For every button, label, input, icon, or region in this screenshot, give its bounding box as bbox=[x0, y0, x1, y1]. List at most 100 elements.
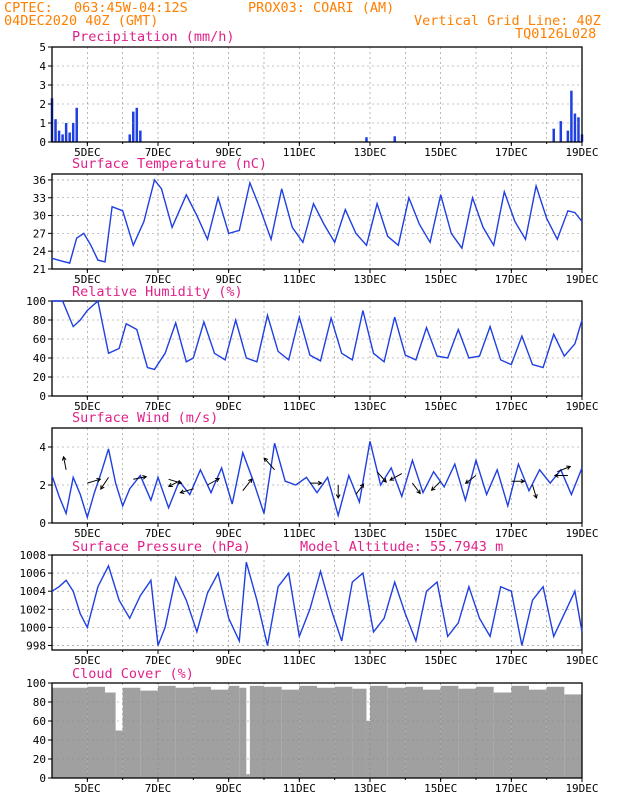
precip-xtick-label: 17DEC bbox=[495, 146, 528, 159]
cloud_cover-bar bbox=[564, 694, 582, 778]
cloud_cover-bar bbox=[335, 687, 353, 778]
wind-ytick-label: 2 bbox=[39, 479, 46, 492]
cloud_cover-bar bbox=[229, 686, 240, 778]
surface_pressure-line bbox=[52, 562, 582, 645]
precipitation-bar bbox=[365, 137, 368, 142]
cloud-ytick-label: 100 bbox=[26, 677, 46, 690]
temp-ytick-label: 24 bbox=[33, 245, 47, 258]
precip-ytick-label: 3 bbox=[39, 79, 46, 92]
wind-arrow bbox=[243, 479, 252, 491]
rh-ytick-label: 0 bbox=[39, 390, 46, 403]
precip-xtick-label: 7DEC bbox=[145, 146, 172, 159]
pressure-xtick-label: 11DEC bbox=[283, 654, 316, 667]
cloud-xtick-label: 15DEC bbox=[424, 782, 457, 795]
precip-ytick-label: 1 bbox=[39, 117, 46, 130]
precipitation-bar bbox=[75, 108, 78, 142]
precipitation-bar bbox=[128, 134, 131, 142]
temp-xtick-label: 5DEC bbox=[74, 273, 101, 286]
pressure-ytick-label: 1006 bbox=[20, 567, 47, 580]
precipitation-bar bbox=[139, 131, 142, 142]
precip-xtick-label: 15DEC bbox=[424, 146, 457, 159]
pressure-xtick-label: 7DEC bbox=[145, 654, 172, 667]
wind-arrow bbox=[412, 483, 420, 493]
temp-xtick-label: 7DEC bbox=[145, 273, 172, 286]
cloud_cover-bar bbox=[352, 689, 366, 778]
cloud_cover-bar bbox=[116, 731, 123, 779]
wind-arrow bbox=[356, 484, 364, 494]
pressure-xtick-label: 9DEC bbox=[215, 654, 242, 667]
cloud_cover-bar bbox=[250, 686, 264, 778]
precipitation-bar bbox=[54, 119, 57, 142]
wind-arrow bbox=[336, 485, 340, 498]
cloud_cover-bar bbox=[476, 687, 494, 778]
rh-xtick-label: 11DEC bbox=[283, 400, 316, 413]
precipitation-bar bbox=[136, 108, 139, 142]
wind-arrow bbox=[62, 457, 66, 470]
temp-xtick-label: 19DEC bbox=[565, 273, 598, 286]
header-station: PROX03: COARI (AM) bbox=[248, 0, 394, 16]
pressure-ytick-label: 998 bbox=[26, 639, 46, 652]
temp-xtick-label: 9DEC bbox=[215, 273, 242, 286]
cloud_cover-bar bbox=[494, 693, 512, 779]
temp-ytick-label: 27 bbox=[33, 227, 46, 240]
pressure-xtick-label: 17DEC bbox=[495, 654, 528, 667]
temp-frame bbox=[52, 174, 582, 269]
precipitation-bar bbox=[560, 121, 563, 142]
wind-arrow bbox=[207, 479, 219, 486]
cloud_cover-bar bbox=[299, 686, 317, 778]
pressure-ytick-label: 1000 bbox=[20, 621, 47, 634]
wind-ytick-label: 0 bbox=[39, 517, 46, 530]
temp-xtick-label: 11DEC bbox=[283, 273, 316, 286]
precipitation-bar bbox=[393, 136, 396, 142]
cloud_cover-bar bbox=[239, 688, 246, 778]
relative_humidity-line bbox=[52, 301, 582, 369]
precip-xtick-label: 13DEC bbox=[353, 146, 386, 159]
cloud_cover-bar bbox=[529, 690, 547, 778]
cloud-ytick-label: 40 bbox=[33, 734, 46, 747]
cloud-xtick-label: 17DEC bbox=[495, 782, 528, 795]
cloud_cover-bar bbox=[140, 691, 158, 778]
wind-arrow bbox=[555, 474, 568, 478]
rh-ytick-label: 100 bbox=[26, 295, 46, 308]
precip-ytick-label: 5 bbox=[39, 41, 46, 54]
temp-ytick-label: 36 bbox=[33, 174, 46, 187]
pressure-title: Surface Pressure (hPa) bbox=[72, 539, 251, 555]
header-model: TQ0126L028 bbox=[515, 26, 596, 42]
pressure-xtick-label: 15DEC bbox=[424, 654, 457, 667]
wind-xtick-label: 13DEC bbox=[353, 527, 386, 540]
wind-arrow bbox=[101, 477, 109, 489]
temp-ytick-label: 21 bbox=[33, 263, 46, 276]
pressure-xtick-label: 5DEC bbox=[74, 654, 101, 667]
rh-ytick-label: 20 bbox=[33, 371, 46, 384]
precipitation-bar bbox=[570, 91, 573, 142]
cloud_cover-bar bbox=[87, 687, 105, 778]
wind-arrow bbox=[533, 485, 538, 498]
precipitation-bar bbox=[574, 114, 577, 143]
rh-ytick-label: 40 bbox=[33, 352, 46, 365]
wind-arrow bbox=[432, 481, 441, 490]
temp-xtick-label: 15DEC bbox=[424, 273, 457, 286]
precip-ytick-label: 0 bbox=[39, 136, 46, 149]
wind-xtick-label: 9DEC bbox=[215, 527, 242, 540]
cloud_cover-bar bbox=[193, 687, 211, 778]
cloud_cover-bar bbox=[388, 688, 406, 778]
wind-arrow bbox=[264, 458, 274, 470]
rh-xtick-label: 15DEC bbox=[424, 400, 457, 413]
rh-ytick-label: 60 bbox=[33, 333, 46, 346]
altitude-label: Model Altitude: 55.7943 m bbox=[300, 539, 503, 555]
header-date: 04DEC2020 40Z (GMT) bbox=[4, 13, 158, 29]
precipitation-bar bbox=[61, 134, 64, 142]
pressure-xtick-label: 19DEC bbox=[565, 654, 598, 667]
wind-xtick-label: 11DEC bbox=[283, 527, 316, 540]
cloud-xtick-label: 11DEC bbox=[283, 782, 316, 795]
precip-frame bbox=[52, 47, 582, 142]
rh-xtick-label: 13DEC bbox=[353, 400, 386, 413]
pressure-ytick-label: 1008 bbox=[20, 549, 47, 562]
cloud_cover-bar bbox=[105, 693, 116, 779]
precipitation-bar bbox=[68, 133, 71, 143]
precipitation-bar bbox=[132, 112, 135, 142]
